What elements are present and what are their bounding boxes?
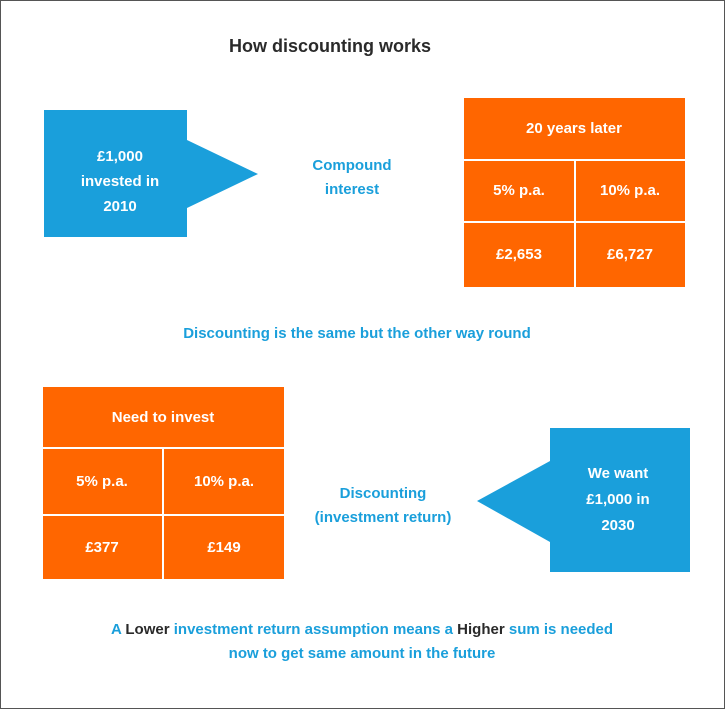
result-table: 20 years later 5% p.a. 10% p.a. £2,653 £… — [462, 96, 687, 289]
table-rate: 5% p.a. — [76, 473, 128, 490]
arrow-label: interest — [325, 181, 379, 198]
table-cell — [162, 514, 286, 581]
arrow-label: Discounting — [340, 485, 427, 502]
table-cell — [462, 96, 687, 161]
target-text: We want — [588, 465, 649, 482]
source-arrow — [44, 110, 258, 237]
table-cell — [574, 221, 687, 289]
conclusion-part: investment return assumption means a — [174, 621, 454, 638]
table-amount: £149 — [207, 539, 240, 556]
target-text: 2030 — [601, 517, 634, 534]
conclusion-emphasis: Lower — [125, 621, 169, 638]
table-rate: 5% p.a. — [493, 182, 545, 199]
table-amount: £377 — [85, 539, 118, 556]
table-cell — [41, 385, 286, 449]
table-cell — [162, 447, 286, 516]
conclusion-part: A — [111, 621, 122, 638]
table-amount: £6,727 — [607, 246, 653, 263]
conclusion: A Lower investment return assumption mea… — [111, 621, 613, 638]
arrow-label: (investment return) — [315, 509, 452, 526]
title: How discounting works — [229, 36, 431, 56]
target-arrow — [477, 428, 690, 572]
conclusion-part: sum is needed — [509, 621, 613, 638]
source-text: invested in — [81, 173, 159, 190]
table-cell — [41, 514, 164, 581]
arrow-label: Compound — [312, 157, 391, 174]
conclusion-emphasis: Higher — [457, 621, 505, 638]
middle-text: Discounting is the same but the other wa… — [183, 325, 531, 342]
table-amount: £2,653 — [496, 246, 542, 263]
source-text: 2010 — [103, 198, 136, 215]
table-rate: 10% p.a. — [194, 473, 254, 490]
invest-table: Need to invest 5% p.a. 10% p.a. £377 £14… — [41, 385, 286, 581]
table-header: 20 years later — [526, 120, 622, 137]
table-rate: 10% p.a. — [600, 182, 660, 199]
target-text: £1,000 in — [586, 491, 649, 508]
source-text: £1,000 — [97, 148, 143, 165]
table-header: Need to invest — [112, 409, 215, 426]
conclusion: now to get same amount in the future — [229, 645, 496, 662]
